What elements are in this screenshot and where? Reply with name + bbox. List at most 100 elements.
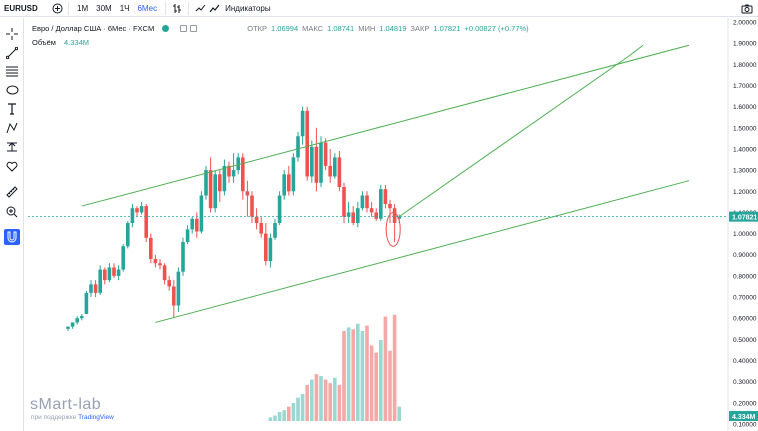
candle-body xyxy=(199,195,204,232)
volume-bar xyxy=(323,379,328,421)
top-toolbar: EURUSD 1М 30М 1Ч 6Мес Индикаторы xyxy=(0,0,758,17)
open-label: ОТКР xyxy=(247,24,268,33)
interval-1m[interactable]: 1М xyxy=(77,3,89,13)
close-value: 1.07821 xyxy=(433,24,461,33)
settings-series-icon[interactable] xyxy=(190,25,197,32)
candle-body xyxy=(388,203,392,209)
candle-body xyxy=(195,218,199,232)
candle-body xyxy=(310,146,314,177)
y-tick-label: 2.00000 xyxy=(733,20,757,27)
candle-body xyxy=(70,322,75,327)
candle-body xyxy=(277,195,282,223)
trendlines xyxy=(28,44,728,323)
legend-controls xyxy=(180,25,197,32)
tradingview-link[interactable]: TradingView xyxy=(78,414,114,421)
candle-body xyxy=(268,237,273,262)
prediction-tool-icon[interactable] xyxy=(4,139,20,155)
candle-body xyxy=(144,206,148,238)
y-tick-label: 1.40000 xyxy=(733,146,757,153)
volume-bar xyxy=(328,383,332,421)
candle-body xyxy=(296,136,300,158)
candle-body xyxy=(172,286,176,306)
magnet-icon[interactable] xyxy=(4,229,20,245)
volume-bar xyxy=(287,406,291,421)
y-tick-label: 1.70000 xyxy=(733,83,757,90)
camera-icon[interactable] xyxy=(740,2,754,15)
hide-series-icon[interactable] xyxy=(180,25,187,32)
volume-bar xyxy=(319,376,323,421)
candle-body xyxy=(227,165,231,177)
crosshair-icon[interactable] xyxy=(4,26,20,42)
candle-body xyxy=(351,212,355,223)
candle-body xyxy=(360,195,365,209)
text-tool-icon[interactable] xyxy=(4,101,20,117)
y-tick-label: 0.30000 xyxy=(733,379,757,386)
shapes-tool-icon[interactable] xyxy=(4,82,20,98)
interval-30m[interactable]: 30М xyxy=(96,3,112,13)
candle-body xyxy=(333,157,337,177)
candle-body xyxy=(158,263,162,266)
y-tick-label: 1.80000 xyxy=(733,62,757,69)
volume-bar xyxy=(273,415,277,421)
favorites-icon[interactable] xyxy=(4,158,20,174)
trendline-projection-up[interactable] xyxy=(398,55,630,218)
y-tick-label: 0.60000 xyxy=(733,316,757,323)
trendline-projection-top[interactable] xyxy=(628,44,644,57)
candle-body xyxy=(218,174,222,192)
volume-bar xyxy=(374,352,378,421)
volume-bar xyxy=(351,329,355,421)
y-tick-label: 0.50000 xyxy=(733,337,757,344)
symbol-search[interactable]: EURUSD xyxy=(4,3,38,13)
interval-1h[interactable]: 1Ч xyxy=(119,3,130,13)
bar-style-icon[interactable] xyxy=(170,2,184,15)
trendline-channel-bottom[interactable] xyxy=(155,180,690,323)
fib-tool-icon[interactable] xyxy=(4,63,20,79)
volume-bar xyxy=(360,331,365,421)
trendline-channel-top[interactable] xyxy=(81,44,690,207)
interval-6mo[interactable]: 6Мес xyxy=(137,3,158,13)
y-tick-label: 1.00000 xyxy=(733,231,757,238)
candle-body xyxy=(397,216,401,219)
high-label: МАКС xyxy=(302,24,324,33)
candle-body xyxy=(167,280,171,287)
pattern-tool-icon[interactable] xyxy=(4,120,20,136)
ruler-icon[interactable] xyxy=(4,184,20,200)
indicators-icon[interactable] xyxy=(207,2,221,15)
volume-bars xyxy=(268,314,401,421)
add-symbol-icon[interactable] xyxy=(50,2,64,15)
compare-icon[interactable] xyxy=(193,2,207,15)
candle-body xyxy=(107,267,112,281)
candle-body xyxy=(356,208,360,223)
watermark-prefix: при поддержке xyxy=(31,414,77,421)
price-badge xyxy=(729,211,758,222)
drawing-toolbar xyxy=(0,18,24,431)
y-tick-label: 0.10000 xyxy=(733,422,757,429)
volume-label: Объём xyxy=(32,38,56,47)
volume-bar xyxy=(333,377,337,421)
candle-body xyxy=(176,271,181,306)
y-tick-label: 1.90000 xyxy=(733,41,757,48)
volume-bar xyxy=(397,406,401,421)
zoom-icon[interactable] xyxy=(4,204,20,220)
candle-body xyxy=(250,195,254,217)
volume-bar xyxy=(337,385,342,421)
watermark-sub: при поддержке TradingView xyxy=(31,414,114,421)
y-tick-label: 1.50000 xyxy=(733,125,757,132)
trendline-tool-icon[interactable] xyxy=(4,45,20,61)
y-tick-label: 1.20000 xyxy=(733,189,757,196)
market-status-icon xyxy=(162,25,170,32)
candle-body xyxy=(112,267,116,276)
volume-bar xyxy=(365,325,369,421)
volume-bar xyxy=(342,331,346,421)
highlight-ellipse xyxy=(385,211,401,247)
candle-body xyxy=(282,174,286,196)
low-label: МИН xyxy=(358,24,376,33)
candle-body xyxy=(162,265,167,281)
candle-body xyxy=(319,142,323,183)
candle-body xyxy=(121,246,125,270)
candle-body xyxy=(287,174,291,192)
indicators-button[interactable]: Индикаторы xyxy=(225,3,271,13)
candle-body xyxy=(181,242,185,272)
candle-body xyxy=(314,146,319,183)
